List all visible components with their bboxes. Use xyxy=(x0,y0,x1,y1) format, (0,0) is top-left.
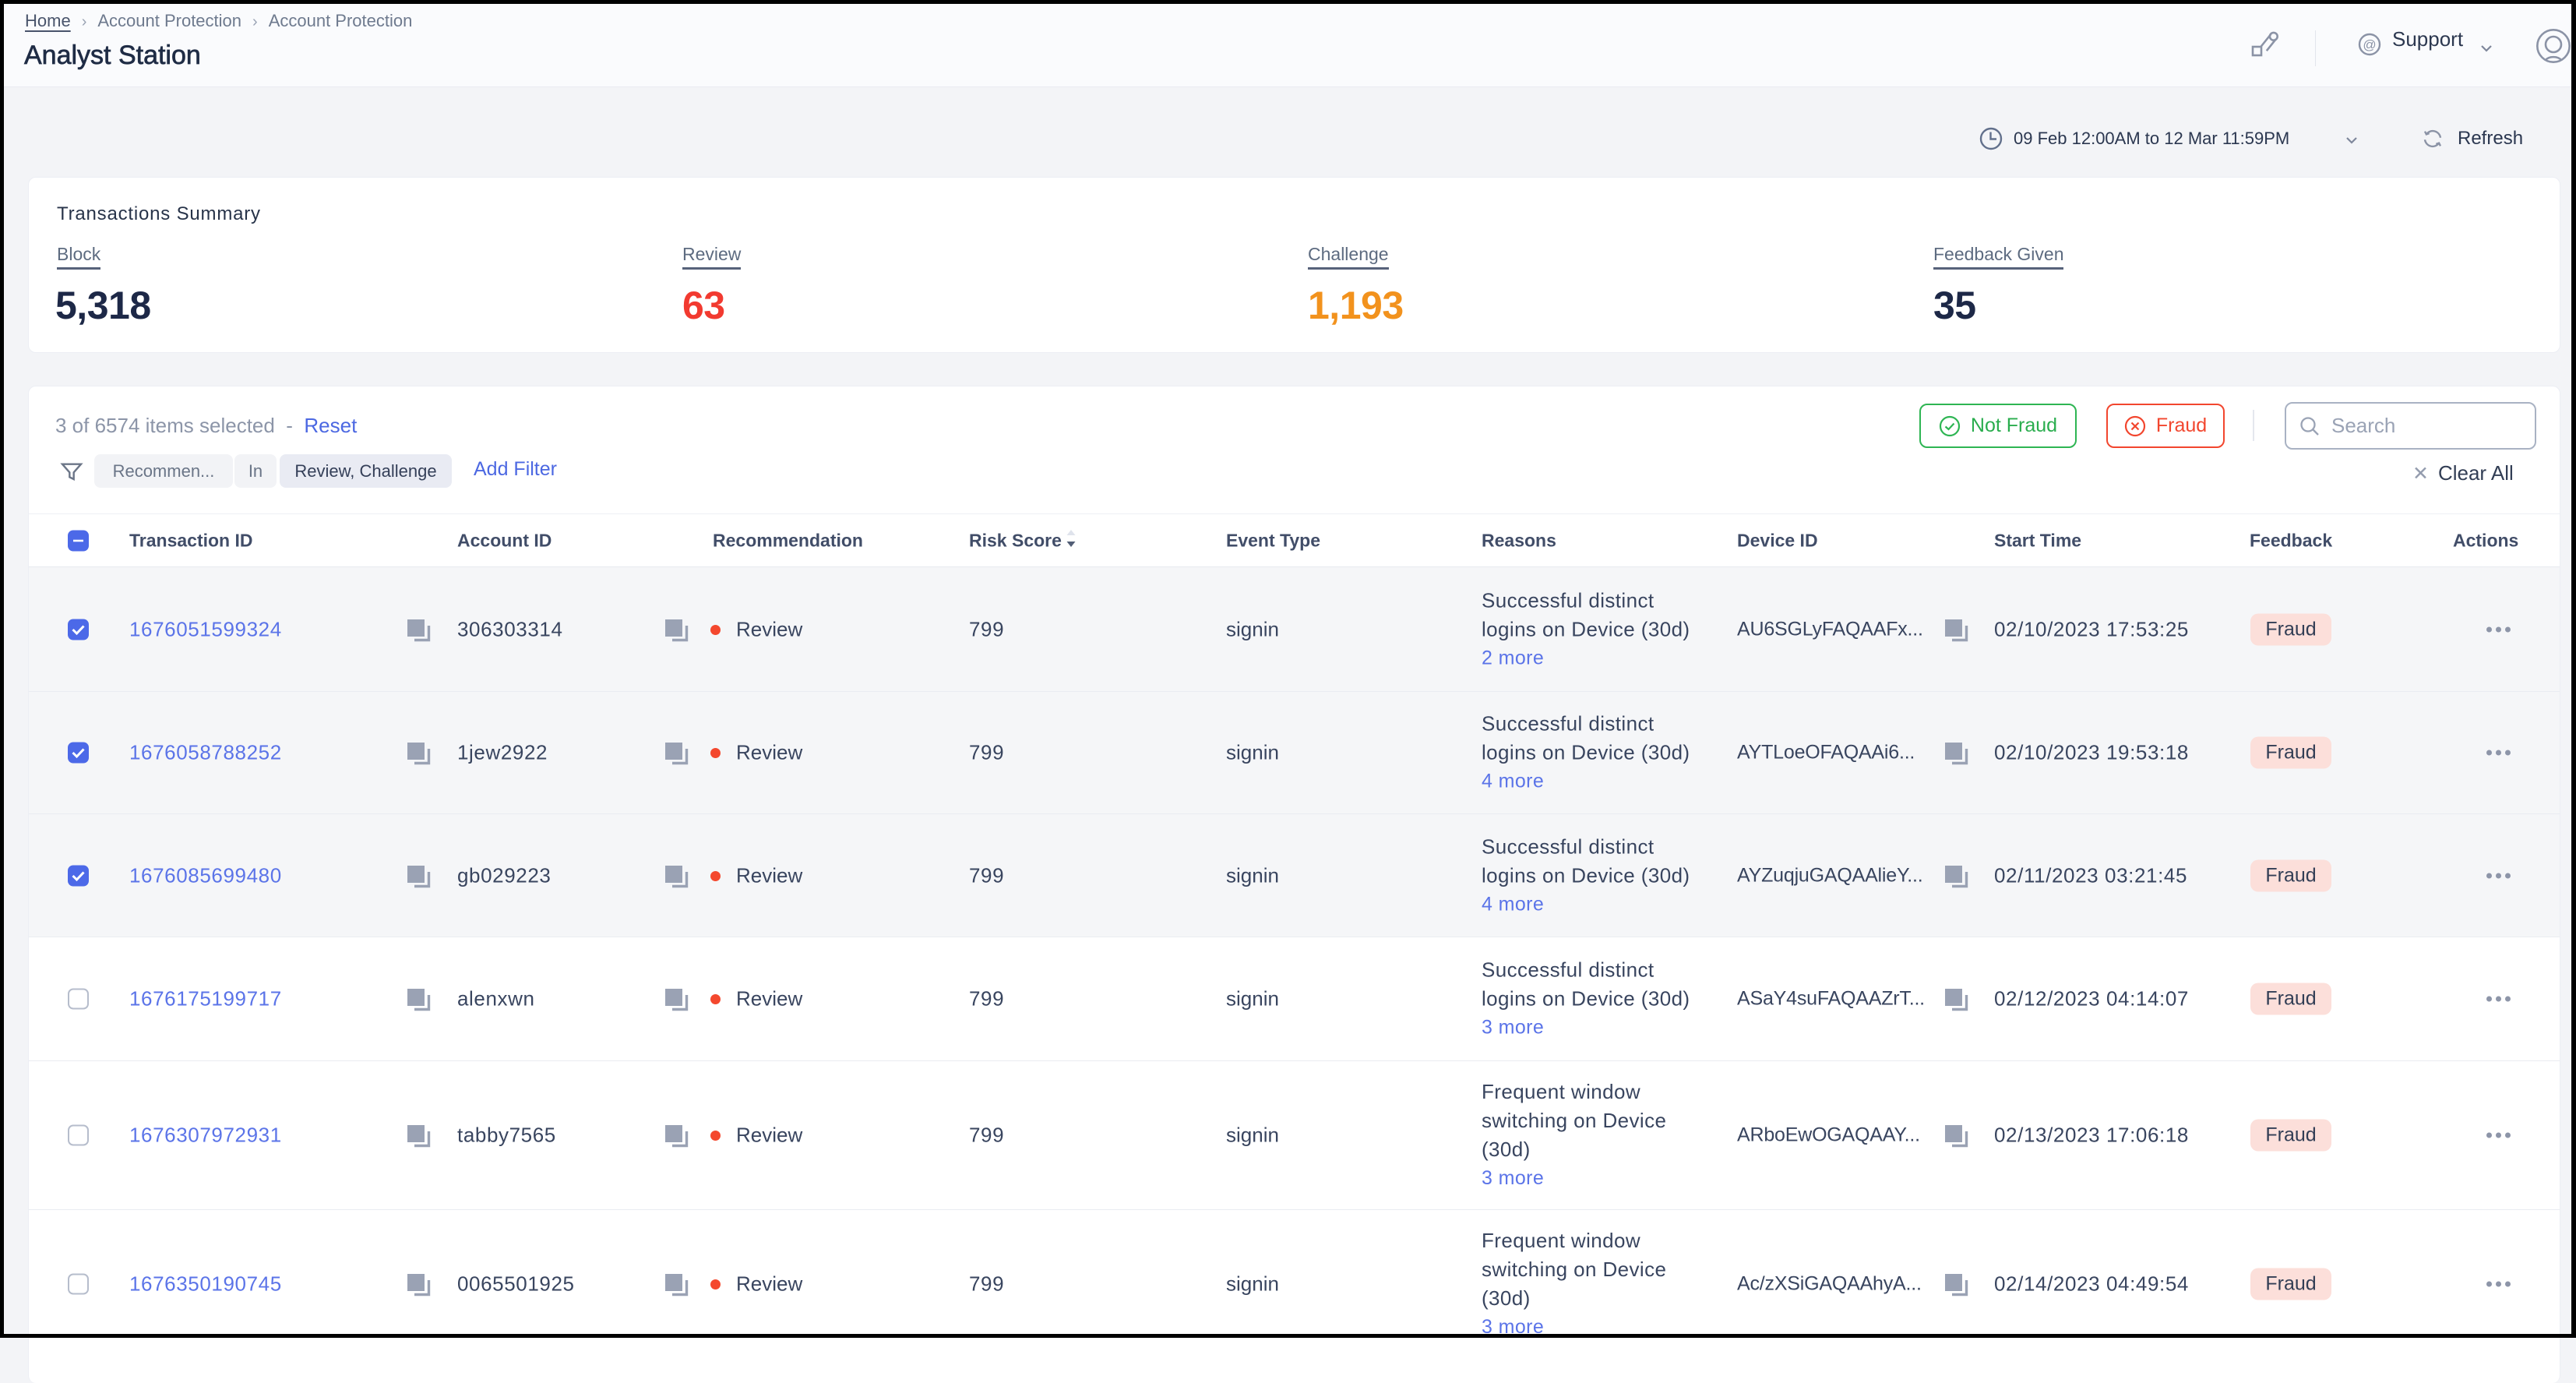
svg-text:@: @ xyxy=(2363,37,2376,52)
